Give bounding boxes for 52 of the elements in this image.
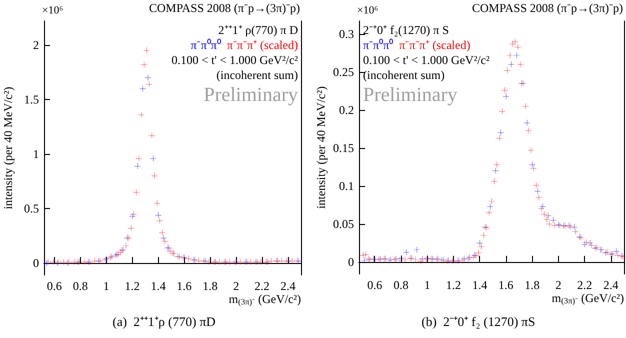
x-tick-label: 1.4 <box>150 279 166 293</box>
text: (a) 2⁺⁺1⁺ρ (770) πD <box>112 314 216 329</box>
y-tick-label: 0.3 <box>339 26 354 41</box>
x-tick-label: 2.4 <box>280 279 296 293</box>
annotation: 2⁻⁺0⁺ f₂(1270) π S <box>363 23 449 37</box>
y-tick-label: 2 <box>33 38 39 52</box>
text: π⁻π⁻π⁺ (scaled) <box>399 38 470 52</box>
text: ×10⁶ <box>357 4 378 16</box>
x-tick-label: 1 <box>103 279 110 293</box>
y-tick-label: 0.1 <box>339 178 354 193</box>
x-tick-label: 1.8 <box>524 278 540 292</box>
x-tick-label: 2 <box>555 278 562 292</box>
text: π⁻π⁰π⁰ <box>363 38 394 52</box>
x-tick-label: 1.8 <box>202 279 218 293</box>
x-tick-label: 0.6 <box>367 278 382 292</box>
x-tick-label: 2.2 <box>254 279 270 293</box>
annotation: 0.100 < t' < 1.000 GeV²/c² <box>363 53 490 67</box>
y-axis-title: intensity (per 40 MeV/c²) <box>314 86 328 209</box>
annotation: (incoherent sum) <box>216 68 298 82</box>
annotation: Preliminary <box>363 84 458 106</box>
chart-title: COMPASS 2008 (π⁻p→(3π)⁻p) <box>472 1 624 15</box>
y-tick-label: 0.25 <box>333 64 354 79</box>
x-tick-label: 2.4 <box>603 278 618 292</box>
y-tick-label: 1.5 <box>24 92 39 106</box>
text: π⁻π⁻π⁺ (scaled) <box>226 38 298 52</box>
chart-title: COMPASS 2008 (π⁻p→(3π)⁻p) <box>148 1 300 15</box>
y-tick-label: 0 <box>33 256 39 270</box>
y-axis-title: intensity (per 40 MeV/c²) <box>1 86 15 210</box>
y-tick-label: 0.2 <box>339 102 354 117</box>
y-tick-label: 1 <box>33 146 39 161</box>
annotation: Preliminary <box>204 84 298 106</box>
y-tick-label: 0.5 <box>24 202 39 216</box>
x-tick-label: 1.4 <box>472 278 488 292</box>
x-tick-label: 1 <box>424 278 430 292</box>
x-tick-label: 0.8 <box>72 279 88 293</box>
y-tick-label: 0 <box>348 254 354 269</box>
x-tick-label: 1.6 <box>498 278 514 292</box>
x-tick-label: 1.6 <box>176 279 192 293</box>
text: ×10⁶ <box>42 4 64 16</box>
y-tick-label: 0.05 <box>333 216 354 231</box>
annotation: 2⁺⁺1⁺ ρ(770) π D <box>218 23 298 37</box>
text: (b) 2⁻⁺0⁺ f₂ (1270) πS <box>422 314 536 329</box>
x-tick-label: 1.2 <box>446 278 461 292</box>
annotation: 0.100 < t' < 1.000 GeV²/c² <box>171 53 298 67</box>
y-tick-label: 0.15 <box>333 140 354 155</box>
x-tick-label: 0.8 <box>393 278 408 292</box>
x-tick-label: 1.2 <box>124 279 140 293</box>
text: π⁻π⁰π⁰ <box>190 38 221 52</box>
x-tick-label: 0.6 <box>46 279 62 293</box>
x-tick-label: 2 <box>233 279 240 293</box>
annotation: (incoherent sum) <box>363 68 445 82</box>
x-tick-label: 2.2 <box>577 278 592 292</box>
